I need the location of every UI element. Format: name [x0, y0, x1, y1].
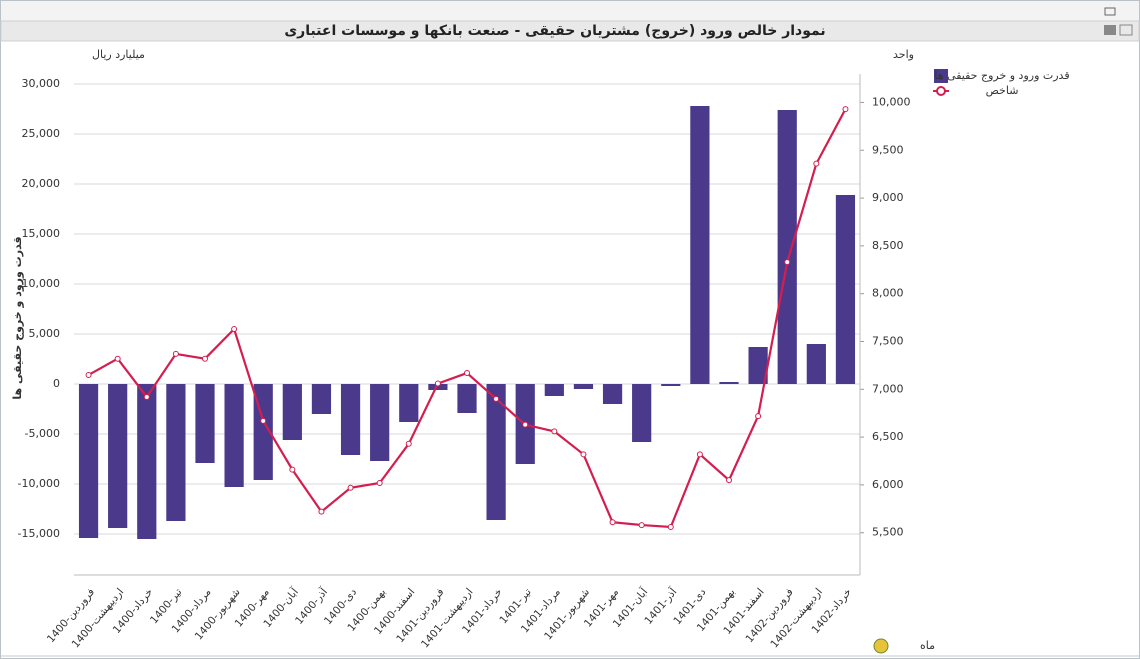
bar — [195, 384, 215, 463]
line-point — [638, 522, 645, 529]
bar — [311, 384, 332, 414]
line-point — [667, 523, 674, 530]
line-point — [784, 259, 791, 266]
y2-tick-label: 5,500 — [872, 526, 904, 539]
y2-tick-label: 8,000 — [872, 287, 904, 300]
chart-title: نمودار خالص ورود (خروج) مشتریان حقیقی - … — [284, 23, 825, 39]
y2-tick-label: 6,000 — [872, 478, 904, 491]
title-bar — [0, 20, 1140, 42]
line-point — [464, 370, 470, 377]
y-tick-label: -15,000 — [18, 527, 60, 540]
print-icon[interactable] — [1104, 25, 1116, 35]
y-tick-label: 10,000 — [22, 277, 61, 290]
bar — [137, 384, 157, 539]
line-point — [114, 355, 121, 362]
bar — [573, 384, 594, 389]
bar — [486, 384, 506, 520]
line-point — [143, 393, 150, 400]
line-point — [842, 106, 849, 113]
bar — [224, 384, 244, 487]
y-tick-label: 0 — [53, 377, 60, 390]
y2-tick-label: 9,500 — [872, 143, 904, 156]
bar — [632, 384, 652, 442]
bar — [602, 384, 623, 404]
bar — [719, 382, 739, 384]
bar — [690, 106, 710, 384]
bar — [777, 110, 797, 384]
y2-tick-label: 10,000 — [872, 95, 911, 108]
legend-label: قدرت ورود و خروج حقیقی ها — [934, 69, 1069, 82]
line-point — [318, 508, 325, 515]
bar — [340, 384, 361, 455]
line-point — [231, 326, 238, 333]
y2-tick-label: 6,500 — [872, 430, 904, 443]
bar — [370, 384, 390, 461]
line-point — [609, 519, 616, 526]
line-point — [696, 451, 703, 458]
y-tick-label: 25,000 — [22, 127, 61, 140]
line-point — [202, 355, 208, 362]
bar — [166, 384, 186, 521]
bar — [282, 384, 302, 440]
y-tick-label: 5,000 — [29, 327, 61, 340]
bar — [544, 384, 564, 396]
y2-tick-label: 7,000 — [872, 382, 904, 395]
legend-swatch — [934, 69, 948, 83]
bar — [835, 195, 856, 384]
bar — [806, 344, 826, 384]
bar — [748, 347, 768, 384]
bar — [428, 384, 448, 390]
y-tick-label: -5,000 — [25, 427, 60, 440]
y2-unit: واحد — [893, 48, 914, 61]
top-bar — [1, 1, 1139, 21]
line-point — [289, 466, 296, 473]
line-point — [813, 160, 820, 167]
line-point — [172, 350, 179, 357]
maximize-button[interactable] — [1104, 7, 1116, 16]
line-point — [522, 421, 529, 428]
line-point — [434, 380, 441, 387]
line-point — [726, 477, 732, 484]
y-tick-label: -10,000 — [18, 477, 60, 490]
bar — [78, 384, 99, 538]
export-icon[interactable] — [1119, 24, 1133, 36]
y-axis-label: قدرت ورود و خروج حقیقی ها — [11, 236, 25, 399]
line-point — [755, 413, 762, 420]
y2-tick-label: 7,500 — [872, 334, 904, 347]
bar — [457, 384, 477, 413]
bar — [399, 384, 419, 422]
y2-tick-label: 9,000 — [872, 191, 904, 204]
bar — [108, 384, 128, 528]
line-point — [551, 428, 558, 435]
line-point — [405, 440, 412, 447]
x-axis-label: ماه — [920, 639, 935, 652]
line-point — [376, 479, 383, 486]
legend-swatch — [936, 86, 946, 96]
y-tick-label: 15,000 — [22, 227, 61, 240]
y-tick-label: 20,000 — [22, 177, 61, 190]
settings-icon[interactable] — [873, 638, 889, 654]
line-point — [260, 417, 267, 424]
y2-tick-label: 8,500 — [872, 239, 904, 252]
line-point — [580, 451, 587, 458]
line-point — [85, 371, 92, 378]
legend-label: شاخص — [986, 84, 1019, 97]
bar — [661, 384, 681, 386]
line-point — [347, 484, 354, 491]
y-tick-label: 30,000 — [22, 77, 61, 90]
y-unit: میلیارد ریال — [92, 48, 145, 61]
line-point — [493, 395, 500, 402]
